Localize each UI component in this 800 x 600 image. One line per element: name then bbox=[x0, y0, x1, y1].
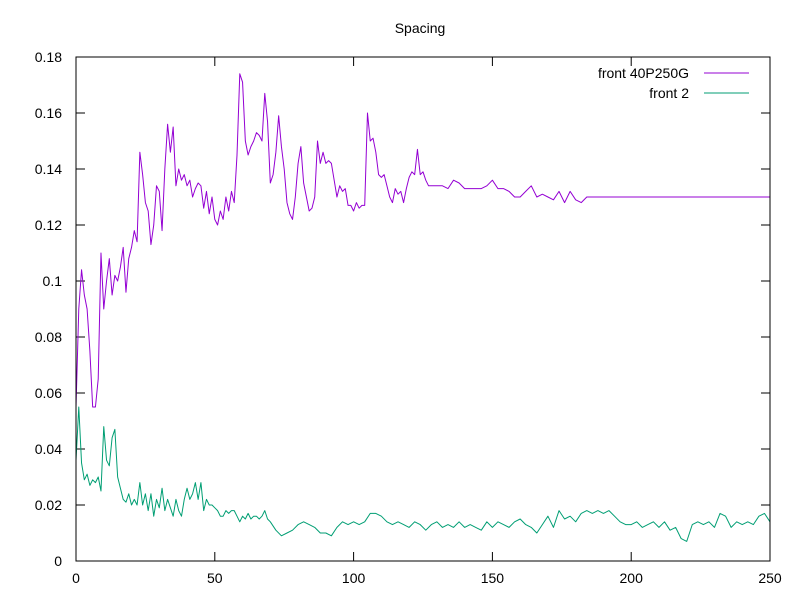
chart-title: Spacing bbox=[395, 20, 446, 36]
y-axis: 0 0.02 0.04 0.06 0.08 0.1 0.12 0.14 0.16 0.18 bbox=[35, 49, 770, 569]
y-tick-label: 0.12 bbox=[35, 217, 62, 233]
series-line-1 bbox=[75, 73, 770, 408]
x-tick-label: 150 bbox=[481, 570, 505, 586]
y-tick-label: 0.16 bbox=[35, 105, 62, 121]
x-axis: 0 50 100 150 200 250 bbox=[72, 57, 782, 586]
y-tick-label: 0 bbox=[54, 553, 62, 569]
y-tick-label: 0.14 bbox=[35, 161, 62, 177]
series-line-2 bbox=[75, 406, 771, 542]
x-tick-label: 100 bbox=[342, 570, 366, 586]
x-tick-label: 250 bbox=[758, 570, 782, 586]
y-tick-label: 0.1 bbox=[43, 273, 63, 289]
legend: front 40P250G front 2 bbox=[598, 65, 749, 101]
legend-label: front 40P250G bbox=[598, 65, 689, 81]
y-tick-label: 0.02 bbox=[35, 497, 62, 513]
y-tick-label: 0.06 bbox=[35, 385, 62, 401]
x-tick-label: 0 bbox=[72, 570, 80, 586]
y-tick-label: 0.04 bbox=[35, 441, 62, 457]
series-group bbox=[75, 73, 771, 542]
plot-frame bbox=[75, 56, 771, 562]
x-tick-label: 200 bbox=[620, 570, 644, 586]
x-tick-label: 50 bbox=[207, 570, 223, 586]
y-tick-label: 0.18 bbox=[35, 49, 62, 65]
y-tick-label: 0.08 bbox=[35, 329, 62, 345]
legend-label: front 2 bbox=[649, 85, 689, 101]
